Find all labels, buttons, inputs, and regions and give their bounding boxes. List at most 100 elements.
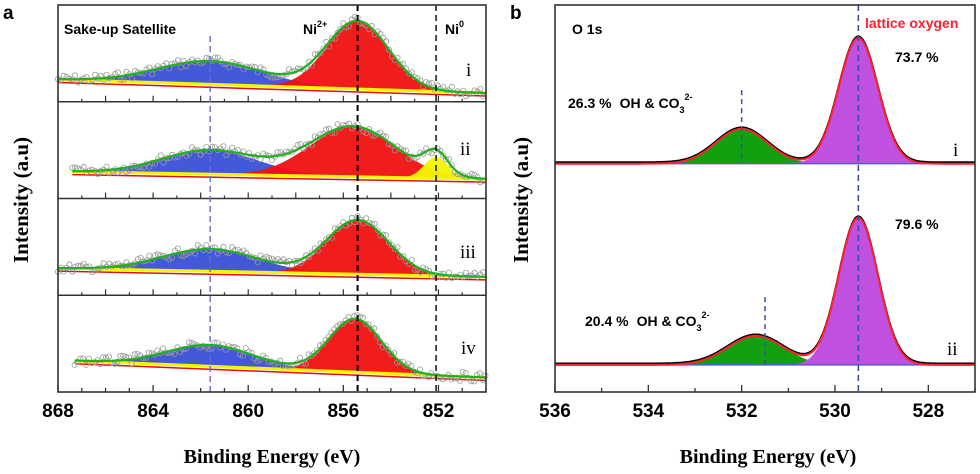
i-lattice-percent: 73.7 % [895, 49, 939, 65]
data-point [83, 263, 90, 270]
component-peak-oh-co3-2- [555, 335, 975, 365]
data-point [363, 215, 370, 222]
ni2-label: Ni2+ [303, 19, 327, 37]
data-point [371, 220, 378, 227]
data-point [89, 77, 96, 84]
panel-b-ylabel: Intensity (a.u) [509, 137, 533, 263]
spectrum-ii [555, 215, 975, 366]
data-point [405, 70, 412, 77]
data-point [105, 353, 112, 360]
data-point [160, 159, 167, 166]
data-point [326, 233, 333, 240]
data-point [200, 148, 207, 155]
ii-oh-text: OH & CO [637, 313, 697, 329]
panel-a-xlabel: Binding Energy (eV) [184, 446, 361, 468]
spectrum-label-b-ii: ii [947, 339, 958, 360]
data-point [134, 350, 141, 357]
background-line [57, 266, 487, 279]
data-point [72, 72, 79, 79]
data-point [72, 164, 79, 171]
fit-envelope-line [74, 317, 487, 379]
data-point [71, 361, 78, 368]
data-point [302, 360, 309, 367]
data-point [166, 256, 173, 263]
component-peak-ni2- [72, 126, 487, 180]
spectrum-label-ii: ii [460, 139, 471, 160]
data-point [263, 152, 270, 159]
data-point [171, 350, 178, 357]
data-point [103, 163, 110, 170]
data-point [391, 147, 398, 154]
data-point [120, 352, 127, 359]
data-point [128, 360, 135, 367]
spectrum-ii [69, 120, 487, 186]
component-peak-lattice-oxygen [555, 37, 975, 164]
data-point [123, 168, 130, 175]
fit-envelope-line [72, 124, 486, 180]
spectrum-i [55, 13, 487, 100]
data-point [388, 242, 395, 249]
x-tick-label: 528 [912, 401, 944, 422]
spectrum-label-iii: iii [460, 242, 476, 263]
o1s-title: O 1s [572, 21, 603, 37]
data-point [154, 347, 161, 354]
data-point [462, 369, 469, 376]
data-point [254, 357, 261, 364]
data-point [334, 121, 341, 128]
panel-b-plot: 536 534 532 530 528 [539, 4, 976, 422]
data-point [471, 378, 478, 385]
data-point [400, 253, 407, 260]
data-point [92, 71, 99, 78]
x-tick-label: 852 [423, 401, 455, 422]
data-point [220, 243, 227, 250]
data-point [460, 87, 467, 94]
data-point [263, 253, 270, 260]
data-point [157, 152, 164, 159]
data-point [149, 71, 156, 78]
ni0-label-sup: 0 [459, 19, 464, 29]
i-oh-label: 26.3 % OH & CO32- [568, 92, 693, 115]
data-point [428, 80, 435, 87]
background-line-red [57, 270, 487, 281]
data-point [191, 250, 198, 257]
data-point [396, 358, 403, 365]
ii-oh-percent: 20.4 % [585, 313, 629, 329]
data-point [368, 325, 375, 332]
data-point [459, 369, 466, 376]
data-point [131, 351, 138, 358]
data-point [174, 57, 181, 64]
data-point [477, 86, 484, 93]
data-point [174, 245, 181, 252]
data-point [200, 59, 207, 66]
plot-frame [554, 4, 976, 393]
data-point [385, 46, 392, 53]
data-point [385, 346, 392, 353]
spectrum-iv [71, 312, 489, 385]
data-point [146, 163, 153, 170]
data-point [308, 62, 315, 69]
fit-envelope-line [58, 218, 487, 278]
component-peak-ni2- [74, 319, 486, 378]
data-point [443, 156, 450, 163]
data-point [280, 72, 287, 79]
data-point [308, 249, 315, 256]
data-point [328, 35, 335, 42]
data-point [220, 143, 227, 150]
data-point [431, 373, 438, 380]
data-point [66, 261, 73, 268]
data-point [317, 50, 324, 57]
data-point [129, 75, 136, 82]
data-point [114, 69, 121, 76]
i-oh-sub: 3 [679, 105, 684, 115]
i-oh-text: OH & CO [620, 95, 680, 111]
component-peak-ni2- [58, 21, 486, 93]
data-point [297, 354, 304, 361]
data-point [117, 77, 124, 84]
data-point [297, 140, 304, 147]
data-point [239, 352, 246, 359]
ni2-label-sup: 2+ [317, 19, 327, 29]
data-point [89, 269, 96, 276]
data-point [294, 142, 301, 149]
data-point [462, 93, 469, 100]
data-point [237, 351, 244, 358]
